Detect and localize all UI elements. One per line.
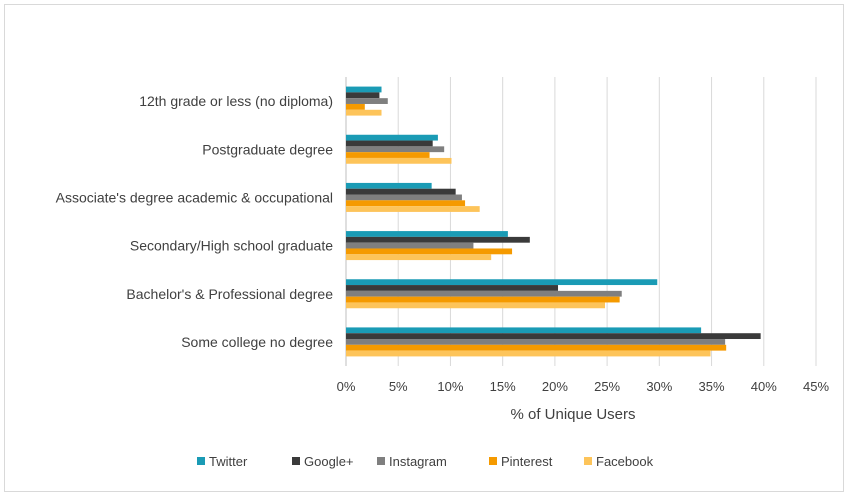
x-tick-label: 0% [337, 379, 356, 394]
chart-frame: 12th grade or less (no diploma) Postgradu… [4, 4, 844, 492]
bar-google- [346, 236, 530, 243]
bar-facebook [346, 206, 480, 212]
gridlines [345, 77, 817, 366]
legend: Twitter Google+ Instagram Pinterest Facebook [197, 454, 654, 469]
category-label: Postgraduate degree [202, 141, 333, 157]
x-tick-label: 35% [699, 379, 725, 394]
x-tick-label: 25% [594, 379, 620, 394]
x-tick-label: 10% [437, 379, 463, 394]
bar-facebook [346, 350, 711, 357]
bar-facebook [346, 109, 382, 116]
legend-swatch [489, 457, 497, 465]
category-label: 12th grade or less (no diploma) [139, 93, 333, 109]
bar-twitter [346, 86, 382, 93]
x-tick-labels: 0% 5% 10% 15% 20% 25% 30% 35% 40% 45% [337, 379, 830, 394]
legend-label: Instagram [389, 454, 447, 469]
bar-google- [346, 92, 380, 99]
x-axis-title: % of Unique Users [510, 406, 635, 423]
x-tick-label: 40% [751, 379, 777, 394]
bar-instagram [346, 146, 445, 153]
bar-pinterest [346, 344, 727, 351]
x-tick-label: 30% [646, 379, 672, 394]
legend-swatch [197, 457, 205, 465]
legend-swatch [584, 457, 592, 465]
bar-pinterest [346, 200, 466, 207]
bar-instagram [346, 339, 726, 345]
category-label: Some college no degree [181, 334, 333, 350]
bar-pinterest [346, 248, 513, 255]
legend-swatch [292, 457, 300, 465]
x-tick-label: 20% [542, 379, 568, 394]
bar-facebook [346, 302, 606, 309]
bars [346, 86, 761, 357]
bar-instagram [346, 98, 388, 104]
bar-instagram [346, 242, 474, 249]
bar-pinterest [346, 296, 620, 303]
legend-swatch [377, 457, 385, 465]
legend-label: Pinterest [501, 454, 553, 469]
category-label: Associate's degree academic & occupation… [56, 189, 333, 205]
legend-label: Facebook [596, 454, 654, 469]
bar-twitter [346, 182, 432, 189]
bar-twitter [346, 134, 438, 141]
bar-pinterest [346, 103, 365, 110]
legend-label: Twitter [209, 454, 248, 469]
bar-twitter [346, 327, 702, 334]
bar-google- [346, 188, 456, 195]
bar-instagram [346, 290, 622, 297]
bar-chart: 12th grade or less (no diploma) Postgradu… [56, 77, 830, 469]
category-label: Secondary/High school graduate [130, 238, 333, 254]
category-label: Bachelor's & Professional degree [126, 286, 333, 302]
bar-google- [346, 140, 433, 147]
x-tick-label: 5% [389, 379, 408, 394]
bar-twitter [346, 231, 508, 237]
x-tick-label: 45% [803, 379, 829, 394]
bar-google- [346, 285, 559, 291]
legend-label: Google+ [304, 454, 354, 469]
bar-facebook [346, 157, 452, 164]
bar-pinterest [346, 152, 430, 158]
x-tick-label: 15% [490, 379, 516, 394]
bar-google- [346, 333, 761, 340]
category-labels: 12th grade or less (no diploma) Postgradu… [56, 93, 334, 350]
bar-twitter [346, 279, 658, 286]
bar-facebook [346, 254, 492, 261]
bar-instagram [346, 194, 462, 201]
